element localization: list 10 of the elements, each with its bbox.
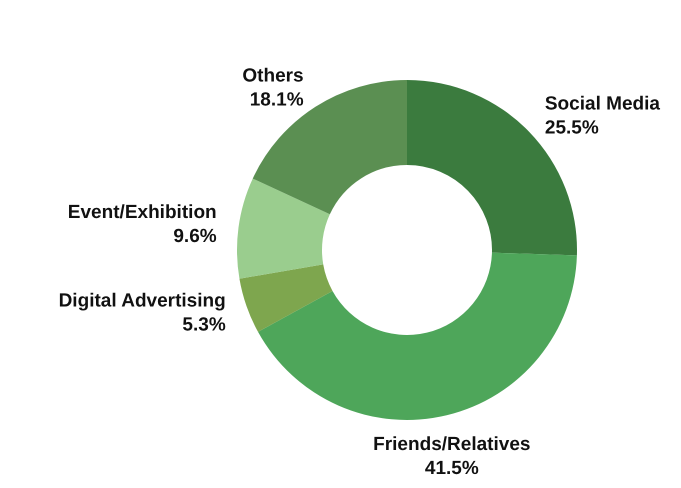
data-label: 41.5%	[424, 458, 479, 479]
data-label: 5.3%	[182, 314, 226, 336]
slice-label: Event/Exhibition	[68, 202, 217, 223]
slice-label: Others	[242, 65, 304, 86]
data-label: 9.6%	[173, 226, 217, 247]
slice-label: Digital Advertising	[58, 290, 226, 312]
slice-label: Friends/Relatives	[373, 434, 530, 455]
data-label: 25.5%	[544, 118, 599, 139]
slice-label: Social Media	[544, 94, 660, 115]
data-label: 18.1%	[250, 89, 304, 110]
